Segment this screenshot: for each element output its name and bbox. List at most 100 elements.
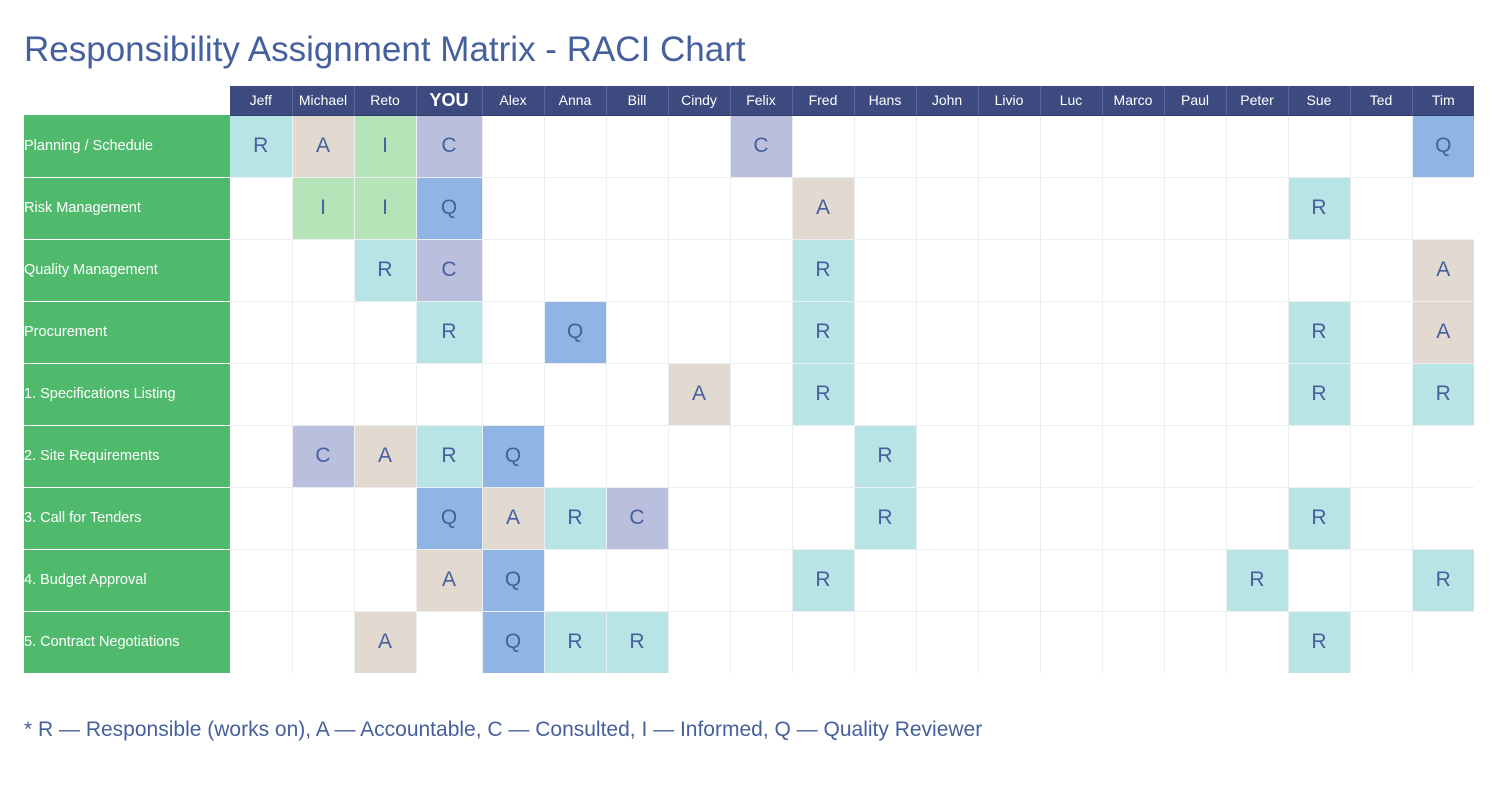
raci-cell-empty[interactable]	[1412, 487, 1474, 550]
raci-cell-empty[interactable]	[230, 611, 293, 673]
raci-cell-empty[interactable]	[1164, 611, 1227, 673]
raci-cell-empty[interactable]	[1040, 549, 1103, 612]
raci-cell-empty[interactable]	[1102, 611, 1165, 673]
raci-cell-empty[interactable]	[482, 115, 545, 178]
row-header-3[interactable]: Quality Management	[24, 239, 230, 302]
raci-cell-empty[interactable]	[354, 363, 417, 426]
raci-cell-empty[interactable]	[230, 425, 293, 488]
raci-cell-empty[interactable]	[1226, 487, 1289, 550]
raci-cell-empty[interactable]	[292, 549, 355, 612]
raci-cell-A[interactable]: A	[482, 487, 545, 550]
raci-cell-empty[interactable]	[916, 425, 979, 488]
raci-cell-C[interactable]: C	[730, 115, 793, 178]
raci-cell-A[interactable]: A	[354, 425, 417, 488]
column-header-sue[interactable]: Sue	[1288, 86, 1351, 116]
raci-cell-empty[interactable]	[730, 177, 793, 240]
raci-cell-empty[interactable]	[230, 487, 293, 550]
raci-cell-empty[interactable]	[606, 177, 669, 240]
column-header-fred[interactable]: Fred	[792, 86, 855, 116]
column-header-hans[interactable]: Hans	[854, 86, 917, 116]
raci-cell-empty[interactable]	[730, 239, 793, 302]
raci-cell-A[interactable]: A	[1412, 239, 1474, 302]
raci-cell-empty[interactable]	[978, 363, 1041, 426]
raci-cell-empty[interactable]	[916, 239, 979, 302]
raci-cell-empty[interactable]	[978, 425, 1041, 488]
raci-cell-empty[interactable]	[416, 611, 483, 673]
raci-cell-Q[interactable]: Q	[482, 549, 545, 612]
raci-cell-empty[interactable]	[354, 301, 417, 364]
raci-cell-empty[interactable]	[792, 115, 855, 178]
raci-cell-empty[interactable]	[668, 611, 731, 673]
raci-cell-empty[interactable]	[668, 177, 731, 240]
raci-cell-empty[interactable]	[1164, 487, 1227, 550]
raci-cell-empty[interactable]	[978, 549, 1041, 612]
raci-cell-empty[interactable]	[230, 239, 293, 302]
raci-cell-empty[interactable]	[978, 115, 1041, 178]
raci-cell-empty[interactable]	[1164, 301, 1227, 364]
raci-cell-empty[interactable]	[668, 425, 731, 488]
raci-cell-empty[interactable]	[1350, 301, 1413, 364]
raci-cell-empty[interactable]	[1040, 425, 1103, 488]
raci-cell-empty[interactable]	[1288, 239, 1351, 302]
raci-cell-empty[interactable]	[1412, 611, 1474, 673]
raci-cell-empty[interactable]	[730, 549, 793, 612]
raci-cell-empty[interactable]	[544, 425, 607, 488]
raci-cell-empty[interactable]	[1040, 611, 1103, 673]
raci-cell-R[interactable]: R	[1288, 177, 1351, 240]
raci-cell-empty[interactable]	[606, 115, 669, 178]
raci-cell-empty[interactable]	[1040, 177, 1103, 240]
raci-cell-empty[interactable]	[916, 487, 979, 550]
raci-cell-empty[interactable]	[1164, 239, 1227, 302]
column-header-marco[interactable]: Marco	[1102, 86, 1165, 116]
raci-cell-empty[interactable]	[854, 611, 917, 673]
raci-cell-R[interactable]: R	[606, 611, 669, 673]
raci-cell-empty[interactable]	[978, 611, 1041, 673]
raci-cell-empty[interactable]	[416, 363, 483, 426]
raci-cell-R[interactable]: R	[854, 425, 917, 488]
raci-cell-empty[interactable]	[854, 115, 917, 178]
raci-cell-empty[interactable]	[1226, 115, 1289, 178]
raci-cell-empty[interactable]	[1350, 425, 1413, 488]
raci-cell-empty[interactable]	[1102, 425, 1165, 488]
raci-cell-empty[interactable]	[792, 487, 855, 550]
row-header-5[interactable]: 1. Specifications Listing	[24, 363, 230, 426]
raci-cell-R[interactable]: R	[1288, 487, 1351, 550]
column-header-you[interactable]: YOU	[416, 86, 483, 116]
column-header-ted[interactable]: Ted	[1350, 86, 1413, 116]
column-header-cindy[interactable]: Cindy	[668, 86, 731, 116]
raci-cell-empty[interactable]	[1288, 425, 1351, 488]
raci-cell-empty[interactable]	[482, 239, 545, 302]
raci-cell-empty[interactable]	[292, 239, 355, 302]
raci-cell-R[interactable]: R	[544, 487, 607, 550]
raci-cell-empty[interactable]	[606, 425, 669, 488]
raci-cell-empty[interactable]	[292, 487, 355, 550]
raci-cell-R[interactable]: R	[230, 115, 293, 178]
raci-cell-empty[interactable]	[1412, 425, 1474, 488]
raci-cell-empty[interactable]	[544, 363, 607, 426]
raci-cell-empty[interactable]	[792, 425, 855, 488]
raci-cell-R[interactable]: R	[1288, 611, 1351, 673]
raci-cell-I[interactable]: I	[292, 177, 355, 240]
raci-cell-A[interactable]: A	[792, 177, 855, 240]
raci-cell-empty[interactable]	[544, 115, 607, 178]
raci-cell-empty[interactable]	[606, 239, 669, 302]
raci-cell-empty[interactable]	[544, 239, 607, 302]
raci-cell-empty[interactable]	[606, 301, 669, 364]
raci-cell-C[interactable]: C	[416, 239, 483, 302]
raci-cell-empty[interactable]	[730, 301, 793, 364]
raci-cell-empty[interactable]	[668, 301, 731, 364]
raci-cell-empty[interactable]	[1288, 549, 1351, 612]
column-header-felix[interactable]: Felix	[730, 86, 793, 116]
raci-cell-empty[interactable]	[668, 239, 731, 302]
raci-cell-I[interactable]: I	[354, 177, 417, 240]
raci-cell-empty[interactable]	[978, 301, 1041, 364]
raci-cell-empty[interactable]	[916, 611, 979, 673]
raci-cell-empty[interactable]	[1164, 363, 1227, 426]
raci-cell-empty[interactable]	[1226, 301, 1289, 364]
raci-cell-empty[interactable]	[1226, 425, 1289, 488]
raci-cell-R[interactable]: R	[354, 239, 417, 302]
raci-cell-empty[interactable]	[730, 425, 793, 488]
raci-cell-R[interactable]: R	[792, 301, 855, 364]
raci-cell-empty[interactable]	[1350, 549, 1413, 612]
column-header-bill[interactable]: Bill	[606, 86, 669, 116]
